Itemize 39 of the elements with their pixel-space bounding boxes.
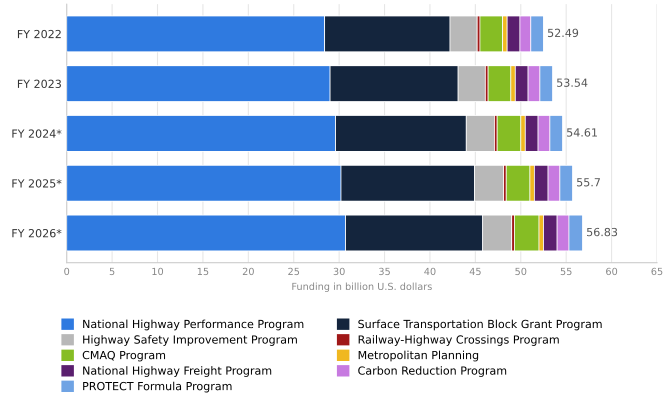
total-label: 53.54 (557, 78, 588, 87)
x-tick-label: 50 (515, 268, 526, 276)
legend-label: National Highway Freight Program (83, 366, 272, 377)
legend-label: Railway-Highway Crossings Program (358, 335, 559, 346)
legend-label: PROTECT Formula Program (83, 382, 232, 392)
legend-label: Carbon Reduction Program (358, 366, 506, 377)
y-tick-label: FY 2023 (18, 80, 61, 88)
y-tick-label: FY 2022 (18, 30, 61, 38)
total-label: 56.83 (587, 228, 618, 236)
x-axis-title: Funding in billion U.S. dollars (292, 282, 432, 292)
legend-label: Surface Transportation Block Grant Program (358, 320, 602, 330)
total-label: 54.61 (567, 128, 597, 137)
legend-label: Highway Safety Improvement Program (83, 335, 297, 346)
x-tick-label: 15 (198, 268, 208, 276)
x-tick-label: 60 (606, 268, 618, 276)
x-tick-label: 55 (560, 268, 572, 276)
bar (506, 164, 530, 202)
x-tick-label: 65 (651, 268, 662, 276)
bar (488, 65, 512, 102)
x-tick-label: 25 (288, 268, 300, 276)
total-label: 52.49 (548, 28, 578, 38)
bar (496, 115, 522, 152)
y-tick-label: FY 2025* (12, 179, 62, 188)
x-tick-label: 45 (470, 268, 481, 276)
y-tick-label: FY 2024* (12, 129, 62, 138)
legend-label: CMAQ Program (82, 350, 166, 362)
legend-label: National Highway Performance Program (83, 320, 304, 330)
x-tick-label: 10 (152, 268, 164, 276)
bar (479, 16, 504, 52)
total-label: 55.7 (577, 178, 600, 186)
x-tick-label: 30 (334, 268, 345, 276)
bar (514, 214, 540, 252)
legend-label: Metropolitan Planning (358, 350, 478, 362)
x-tick-label: 20 (242, 268, 254, 276)
x-tick-label: 35 (379, 268, 390, 276)
x-tick-label: 5 (110, 268, 114, 276)
y-tick-label: FY 2026* (12, 229, 62, 238)
x-tick-label: 40 (424, 268, 436, 276)
x-tick-label: 0 (64, 268, 70, 276)
